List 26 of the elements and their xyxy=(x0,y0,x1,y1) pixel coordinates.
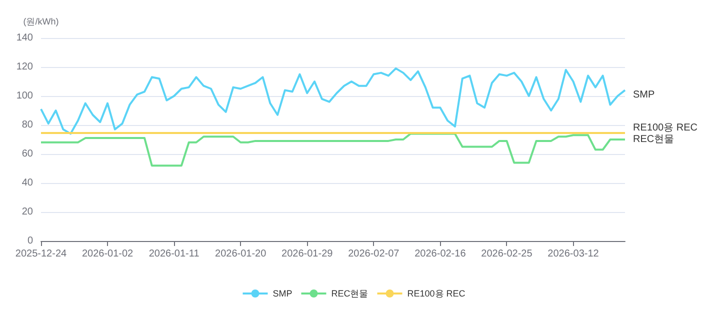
x-tick-label: 2026-02-25 xyxy=(481,248,533,260)
x-tick-label: 2026-03-12 xyxy=(548,248,600,260)
x-tick-label: 2025-12-24 xyxy=(15,248,68,260)
y-tick-label: 120 xyxy=(16,62,34,72)
x-tick-label: 2026-01-02 xyxy=(82,248,134,260)
x-tick-label: 2026-01-29 xyxy=(282,248,334,260)
legend-label: RE100용 REC xyxy=(407,288,466,298)
y-tick-label: 40 xyxy=(22,178,34,188)
x-tick-label: 2026-01-11 xyxy=(148,248,200,260)
y-tick-label: 0 xyxy=(27,236,34,246)
legend-label: SMP xyxy=(272,288,292,298)
y-tick-label: 100 xyxy=(16,90,34,102)
x-tick-label: 2026-01-20 xyxy=(215,248,267,260)
text: REC현물 xyxy=(633,134,674,145)
x-tick-label: 2026-02-16 xyxy=(414,248,466,260)
line-series xyxy=(40,132,626,167)
x-tick-label: 2026-02-07 xyxy=(348,248,400,260)
y-tick-label: 80 xyxy=(22,120,34,130)
y-tick-label: 140 xyxy=(16,32,34,44)
y-tick-label: 60 xyxy=(22,148,34,160)
legend-label: REC현물 xyxy=(331,288,368,298)
text: RE100용 REC xyxy=(633,122,698,134)
y-axis-title: (원/kWh) xyxy=(23,16,59,26)
y-tick-label: 20 xyxy=(22,206,34,218)
text: SMP xyxy=(633,90,655,101)
line-series xyxy=(40,67,626,135)
